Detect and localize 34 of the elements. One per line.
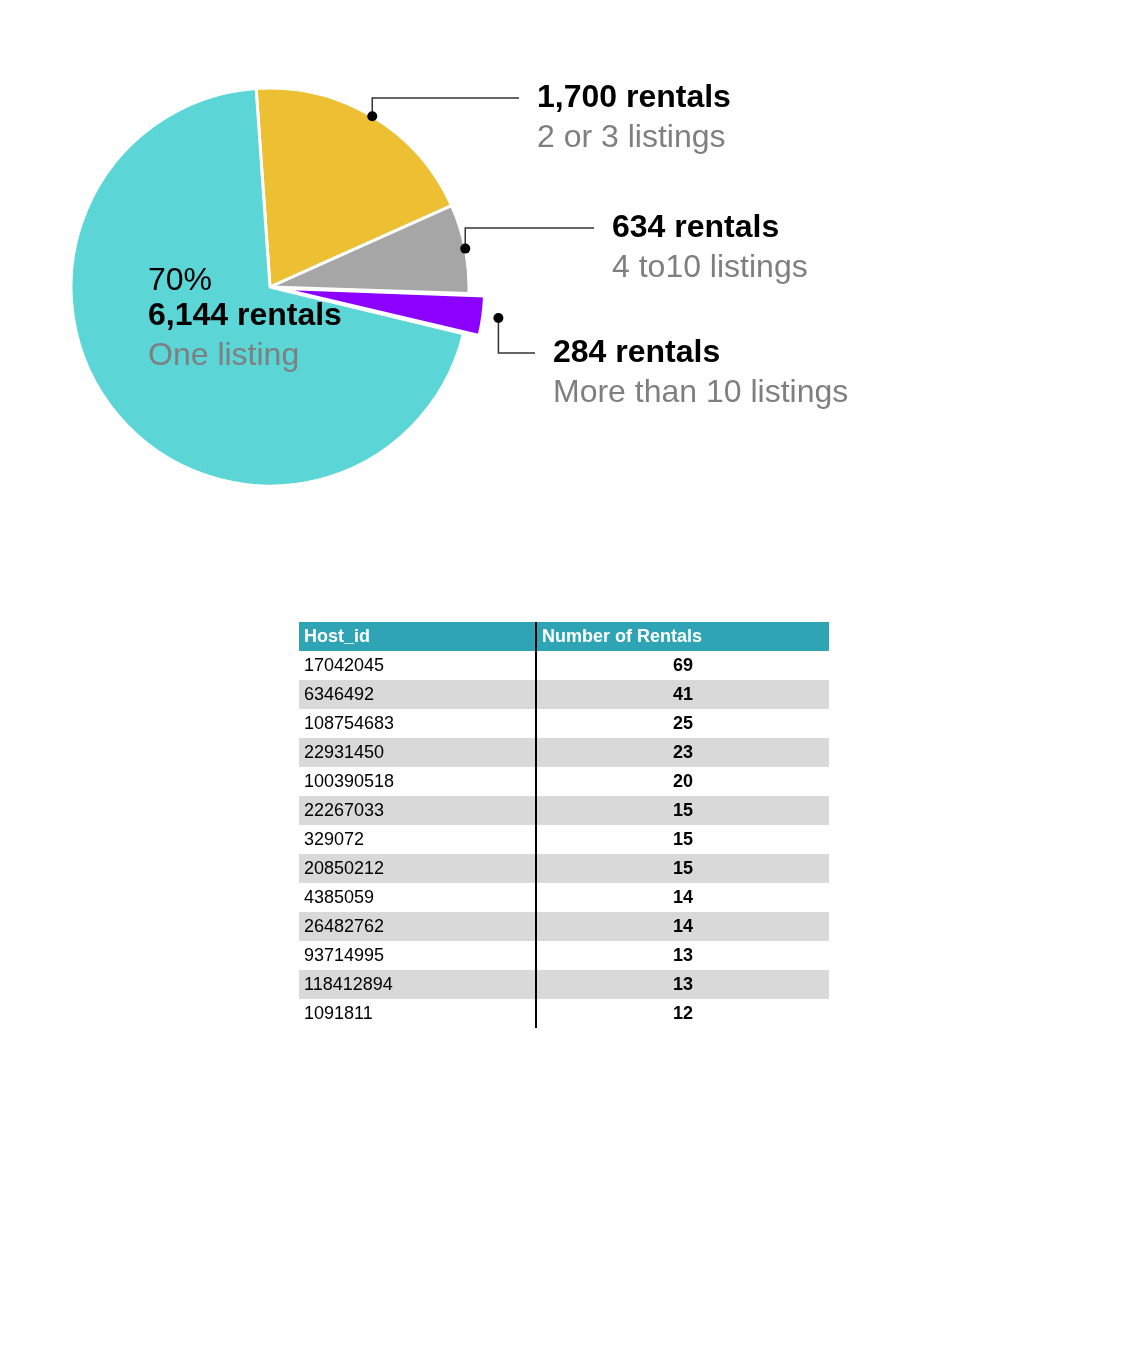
category-label: 4385059	[299, 883, 536, 912]
category-label: 17042045	[299, 651, 536, 680]
data-label: 284 rentals	[553, 332, 721, 369]
slice-label: 4 to10 listings	[612, 247, 808, 284]
text: Host_id	[299, 622, 536, 651]
category-label: 329072	[299, 825, 536, 854]
slice-label: 2 or 3 listings	[537, 117, 726, 154]
data-label: 13	[672, 973, 694, 996]
category-label: 22931450	[299, 738, 536, 767]
data-label: 1,700 rentals	[537, 77, 731, 114]
slice-label: More than 10 listings	[553, 372, 849, 409]
category-label: 108754683	[299, 709, 536, 738]
category-label: 118412894	[299, 970, 536, 999]
data-label: 15	[672, 857, 694, 880]
data-label: 12	[672, 1002, 694, 1025]
data-label: 634 rentals	[612, 207, 780, 244]
data-label: 13	[672, 944, 694, 967]
data-label: 14	[672, 915, 694, 938]
category-label: 6346492	[299, 680, 536, 709]
category-label: 93714995	[299, 941, 536, 970]
data-label: 25	[672, 712, 694, 735]
category-label: 26482762	[299, 912, 536, 941]
category-label: 20850212	[299, 854, 536, 883]
data-label: 14	[672, 886, 694, 909]
category-label: 1091811	[299, 999, 536, 1028]
category-label: 100390518	[299, 767, 536, 796]
category-label: 22267033	[299, 796, 536, 825]
data-label: 69	[672, 654, 694, 677]
data-label: 20	[672, 770, 694, 793]
slice-label: One listing	[148, 335, 300, 372]
data-label: 6,144 rentals	[148, 295, 342, 332]
data-label: 15	[672, 799, 694, 822]
data-label: 15	[672, 828, 694, 851]
text: 70%	[148, 260, 213, 297]
